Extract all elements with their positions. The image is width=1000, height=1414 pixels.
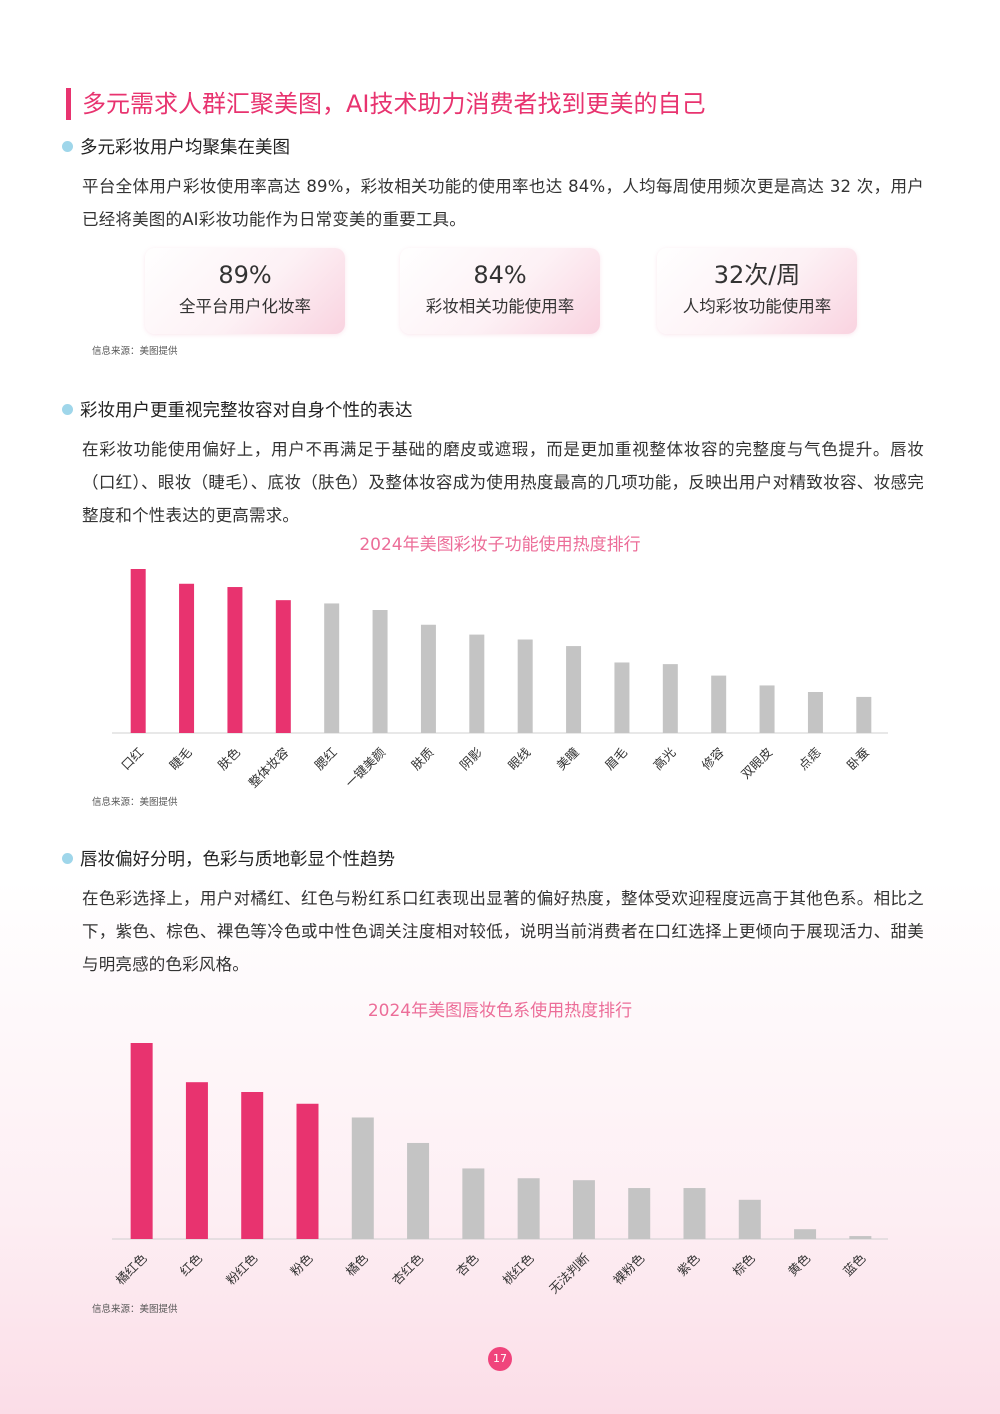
page-number: 17	[488, 1347, 512, 1371]
bar-无法判断	[572, 1180, 595, 1239]
section2-paragraph: 在彩妆功能使用偏好上，用户不再满足于基础的磨皮或遮瑕，而是更加重视整体妆容的完整…	[82, 440, 924, 525]
bar-一键美颜	[372, 610, 388, 733]
tick-label-杏红色: 杏红色	[389, 1250, 426, 1287]
tick-label-修容: 修容	[699, 745, 727, 773]
tick-label-无法判断: 无法判断	[546, 1251, 592, 1297]
stat-value: 32次/周	[713, 261, 801, 289]
source-note-1: 信息来源：美图提供	[92, 346, 178, 357]
bar-裸粉色	[628, 1188, 651, 1239]
source-note-2: 信息来源：美图提供	[92, 797, 178, 808]
section2-heading: 彩妆用户更重视完整妆容对自身个性的表达	[62, 398, 413, 424]
tick-label-高光: 高光	[650, 745, 678, 773]
tick-label-双眼皮: 双眼皮	[738, 745, 775, 782]
bar-修容	[711, 675, 727, 733]
tick-label-粉红色: 粉红色	[223, 1250, 260, 1287]
bar-睫毛	[179, 583, 195, 733]
tick-label-红色: 红色	[177, 1250, 206, 1279]
bar-卧蚕	[856, 696, 872, 733]
tick-label-阴影: 阴影	[457, 744, 486, 773]
section2-heading-text: 彩妆用户更重视完整妆容对自身个性的表达	[80, 401, 413, 421]
stat-label: 全平台用户化妆率	[179, 297, 311, 316]
bar-杏色	[462, 1168, 485, 1239]
bar-桃红色	[517, 1178, 540, 1239]
tick-label-黄色: 黄色	[785, 1250, 814, 1279]
lip-color-bar-chart: 橘红色 红色 粉红色 粉色 橘色 杏红色 杏色 桃红色 无法判断 裸粉色 紫色 棕色 黄色 蓝色	[112, 1043, 888, 1297]
tick-label-美瞳: 美瞳	[553, 744, 582, 773]
tick-label-桃红色: 桃红色	[500, 1250, 537, 1287]
tick-label-眼线: 眼线	[505, 744, 534, 773]
bar-肤质	[420, 624, 436, 733]
tick-label-杏色: 杏色	[453, 1250, 482, 1279]
bar-黄色	[794, 1229, 817, 1239]
tick-label-棕色: 棕色	[730, 1250, 759, 1279]
bullet-dot-icon	[62, 404, 73, 415]
chart2-title: 2024年美图唇妆色系使用热度排行	[367, 1001, 633, 1021]
chart1-title: 2024年美图彩妆子功能使用热度排行	[359, 535, 641, 555]
tick-label-一键美颜: 一键美颜	[342, 745, 388, 791]
bar-口红	[130, 569, 146, 733]
makeup-feature-bar-chart: 口红 睫毛 肤色 整体妆容 腮红 一键美颜 肤质 阴影 眼线 美瞳 眉毛 高光 修容 双眼皮 点痣 卧蚕	[112, 569, 888, 791]
bar-橘红色	[130, 1043, 153, 1239]
bar-眉毛	[614, 662, 630, 733]
tick-label-橘红色: 橘红色	[113, 1250, 150, 1287]
stat-label: 人均彩妆功能使用率	[682, 297, 832, 316]
bar-眼线	[517, 639, 533, 733]
tick-label-裸粉色: 裸粉色	[610, 1250, 647, 1287]
stat-card-makeup-rate: 89% 全平台用户化妆率	[145, 248, 345, 334]
tick-label-口红: 口红	[118, 745, 146, 773]
section3-paragraph: 在色彩选择上，用户对橘红、红色与粉红系口红表现出显著的偏好热度，整体受欢迎程度远…	[82, 889, 924, 974]
bullet-dot-icon	[62, 141, 73, 152]
bar-肤色	[227, 587, 243, 733]
stat-value: 89%	[218, 261, 272, 289]
tick-label-肤色: 肤色	[215, 744, 244, 773]
bar-美瞳	[566, 646, 582, 733]
section3-heading: 唇妆偏好分明，色彩与质地彰显个性趋势	[62, 847, 395, 873]
bar-高光	[662, 664, 678, 733]
tick-label-蓝色: 蓝色	[840, 1250, 869, 1279]
bar-腮红	[324, 603, 340, 733]
section1-heading: 多元彩妆用户均聚集在美图	[62, 135, 290, 161]
tick-label-粉色: 粉色	[287, 1250, 316, 1279]
stat-card-weekly-frequency: 32次/周 人均彩妆功能使用率	[657, 248, 857, 334]
stat-label: 彩妆相关功能使用率	[425, 297, 575, 316]
bar-粉红色	[241, 1092, 264, 1239]
section1-heading-text: 多元彩妆用户均聚集在美图	[80, 138, 290, 158]
bar-紫色	[683, 1188, 706, 1239]
bullet-dot-icon	[62, 853, 73, 864]
page-title: 多元需求人群汇聚美图，AI技术助力消费者找到更美的自己	[82, 90, 706, 118]
section3-heading-text: 唇妆偏好分明，色彩与质地彰显个性趋势	[80, 850, 395, 870]
bar-粉色	[296, 1103, 319, 1239]
bar-整体妆容	[275, 600, 291, 733]
bar-杏红色	[407, 1142, 430, 1239]
source-note-3: 信息来源：美图提供	[92, 1304, 178, 1315]
tick-label-眉毛: 眉毛	[602, 744, 631, 773]
tick-label-紫色: 紫色	[674, 1250, 703, 1279]
tick-label-橘色: 橘色	[343, 1250, 372, 1279]
section1-paragraph: 平台全体用户彩妆使用率高达 89%，彩妆相关功能的使用率也达 84%，人均每周使…	[82, 177, 924, 229]
bar-阴影	[469, 634, 485, 733]
bar-双眼皮	[759, 685, 775, 733]
tick-label-整体妆容: 整体妆容	[245, 745, 291, 791]
bar-橘色	[351, 1117, 374, 1239]
tick-label-睫毛: 睫毛	[166, 744, 195, 773]
stat-card-feature-usage: 84% 彩妆相关功能使用率	[400, 248, 600, 334]
bar-点痣	[807, 692, 823, 733]
bar-红色	[185, 1082, 208, 1239]
tick-label-点痣: 点痣	[795, 744, 824, 773]
stat-value: 84%	[473, 261, 527, 289]
tick-label-腮红: 腮红	[312, 745, 340, 773]
bar-棕色	[738, 1199, 761, 1239]
tick-label-卧蚕: 卧蚕	[844, 744, 873, 773]
title-accent-bar	[66, 88, 71, 120]
tick-label-肤质: 肤质	[408, 745, 436, 773]
bar-蓝色	[849, 1236, 872, 1239]
